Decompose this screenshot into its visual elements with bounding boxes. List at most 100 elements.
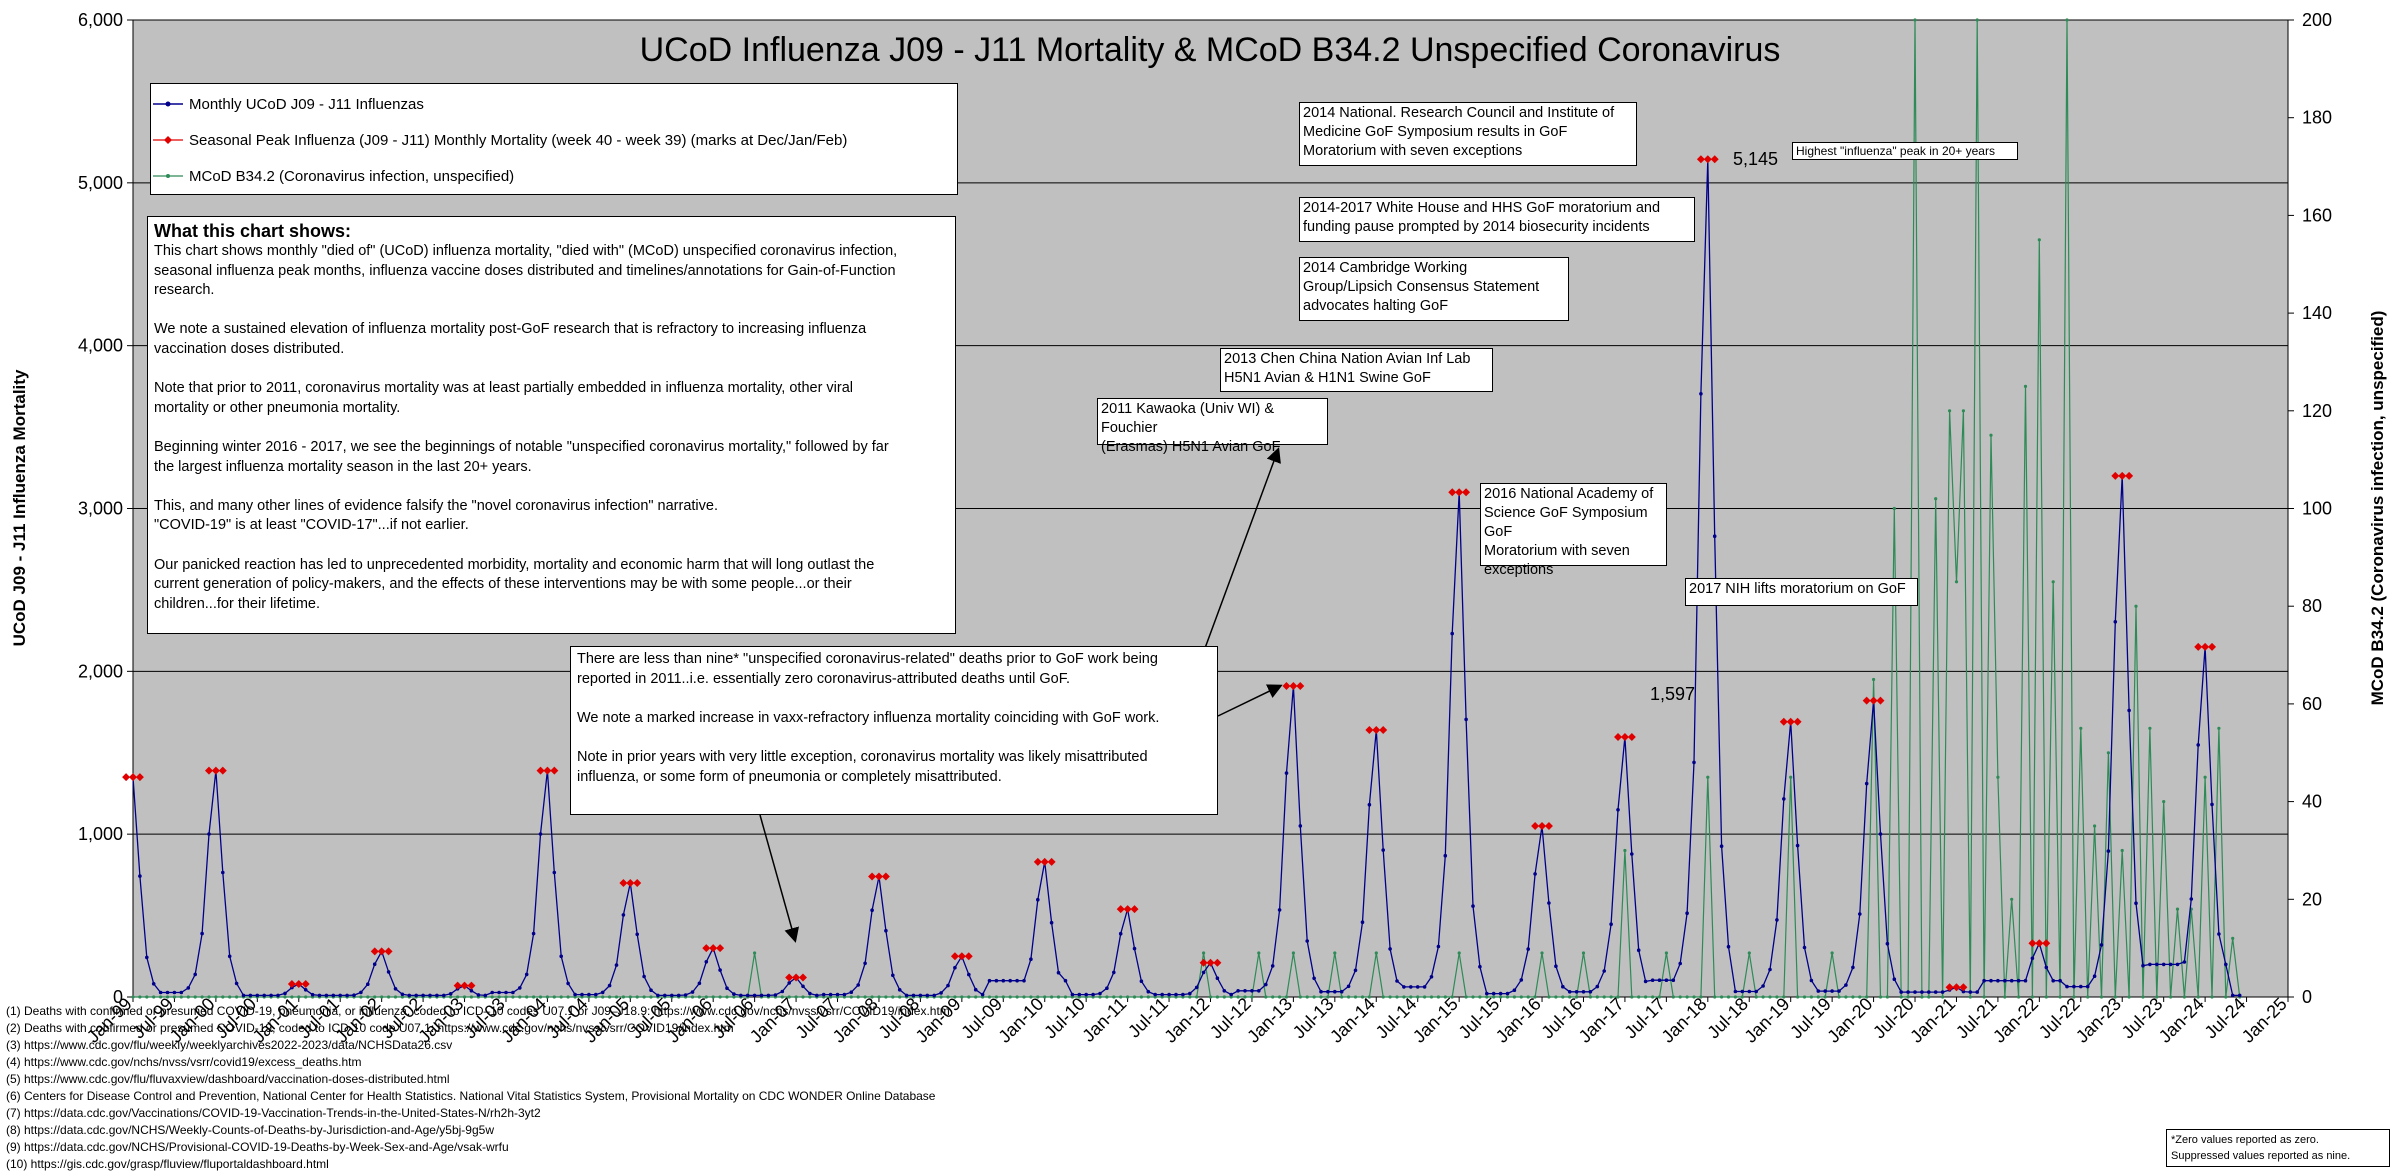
coronavirus-point [2093, 824, 2097, 828]
peak-mark [1538, 822, 1547, 831]
coronavirus-point [856, 995, 860, 999]
coronavirus-point [235, 995, 239, 999]
influenza-point [1346, 984, 1351, 989]
peak-mark [1123, 905, 1132, 914]
coronavirus-point [1063, 995, 1068, 999]
influenza-point [1118, 931, 1123, 936]
coronavirus-point [2058, 995, 2062, 999]
influenza-point [1533, 872, 1537, 876]
coronavirus-point [1050, 995, 1054, 999]
coronavirus-point [2175, 907, 2180, 911]
annotation-line: Highest "influenza" peak in 20+ years [1796, 144, 1995, 158]
coronavirus-point [525, 995, 529, 999]
coronavirus-point [725, 995, 729, 999]
peak-mark [1455, 488, 1464, 497]
influenza-point [1920, 990, 1924, 994]
influenza-point [1927, 990, 1931, 994]
coronavirus-point [898, 995, 902, 999]
influenza-point [2148, 962, 2152, 967]
annotation-nih: 2017 NIH lifts moratorium on GoF [1685, 578, 1918, 606]
explanation-paragraph: Beginning winter 2016 - 2017, we see the… [154, 438, 949, 477]
coronavirus-point [2023, 384, 2028, 388]
coronavirus-point [490, 995, 494, 999]
coronavirus-point [1754, 995, 1758, 999]
peak-mark [1040, 857, 1049, 866]
influenza-point [1367, 802, 1372, 807]
peak-mark [2028, 939, 2037, 948]
coronavirus-point [2037, 238, 2041, 242]
influenza-point [1996, 978, 2000, 983]
peak-mark [881, 872, 890, 881]
coronavirus-point [718, 995, 722, 999]
peak-mark [543, 766, 552, 775]
influenza-point [1699, 392, 1703, 396]
explanation-paragraph: Our panicked reaction has led to unprece… [154, 556, 949, 615]
coronavirus-point [1291, 951, 1295, 955]
influenza-point [1381, 848, 1385, 852]
coronavirus-point [1685, 995, 1689, 999]
influenza-point [151, 982, 156, 986]
coronavirus-point [1098, 995, 1102, 999]
peak-mark [1033, 857, 1042, 866]
influenza-point [255, 993, 260, 998]
influenza-point [1961, 989, 1966, 994]
coronavirus-point [953, 995, 957, 999]
footnote: (6) Centers for Disease Control and Prev… [6, 1089, 936, 1103]
influenza-point [739, 993, 743, 998]
annotation-chen: 2013 Chen China Nation Avian Inf Lab H5N… [1220, 348, 1493, 392]
influenza-point [2072, 984, 2076, 989]
influenza-point [2106, 849, 2111, 853]
influenza-point [497, 990, 501, 995]
coronavirus-point [1533, 995, 1537, 999]
coronavirus-point [690, 995, 695, 999]
peak-mark [1296, 681, 1305, 690]
influenza-point [511, 990, 515, 995]
influenza-point [759, 993, 764, 998]
influenza-point [2044, 965, 2049, 970]
peak-mark [785, 973, 794, 982]
peak-mark [301, 979, 310, 988]
legend-label-influenza: Monthly UCoD J09 - J11 Influenzas [189, 95, 424, 113]
coronavirus-point [1022, 995, 1026, 999]
peak-mark [2125, 471, 2134, 480]
coronavirus-point [1271, 995, 1275, 999]
annotation-line: advocates halting GoF [1303, 298, 1449, 314]
coronavirus-point [1941, 995, 1945, 999]
coronavirus-point [1326, 995, 1330, 999]
influenza-point [1975, 990, 1979, 994]
x-tick-label: Jan-10 [994, 994, 1047, 1047]
coronavirus-point [1906, 995, 1910, 999]
coronavirus-point [1858, 995, 1862, 999]
y-tick-label: 1,000 [78, 824, 123, 844]
coronavirus-point [1844, 995, 1848, 999]
influenza-point [2023, 978, 2028, 983]
coronavirus-point [987, 995, 992, 999]
influenza-point [1844, 983, 1848, 987]
coronavirus-point [2051, 580, 2055, 584]
influenza-point [1989, 978, 1993, 983]
coronavirus-point [2079, 726, 2083, 730]
influenza-point [186, 986, 191, 990]
influenza-point [607, 983, 612, 988]
explanation-heading: What this chart shows: [154, 221, 352, 241]
influenza-point [227, 954, 232, 959]
peak-mark [1620, 732, 1629, 741]
influenza-point [1188, 991, 1192, 996]
coronavirus-point [221, 995, 225, 999]
peak-mark [702, 944, 711, 953]
coronavirus-point [2231, 936, 2235, 941]
x-tick-label: Jan-12 [1160, 994, 1213, 1047]
influenza-point [1526, 947, 1530, 951]
coronavirus-point [1899, 995, 1903, 999]
influenza-point [1913, 990, 1917, 994]
coronavirus-point [469, 995, 473, 999]
influenza-point [2237, 993, 2242, 998]
coronavirus-point [1243, 995, 1247, 999]
peak-mark [1710, 155, 1719, 164]
influenza-point [752, 993, 757, 998]
coronavirus-point [1865, 995, 1869, 999]
coronavirus-point [145, 995, 149, 999]
coronavirus-point [1920, 995, 1924, 999]
influenza-point [1740, 989, 1745, 994]
influenza-point [1063, 978, 1068, 983]
